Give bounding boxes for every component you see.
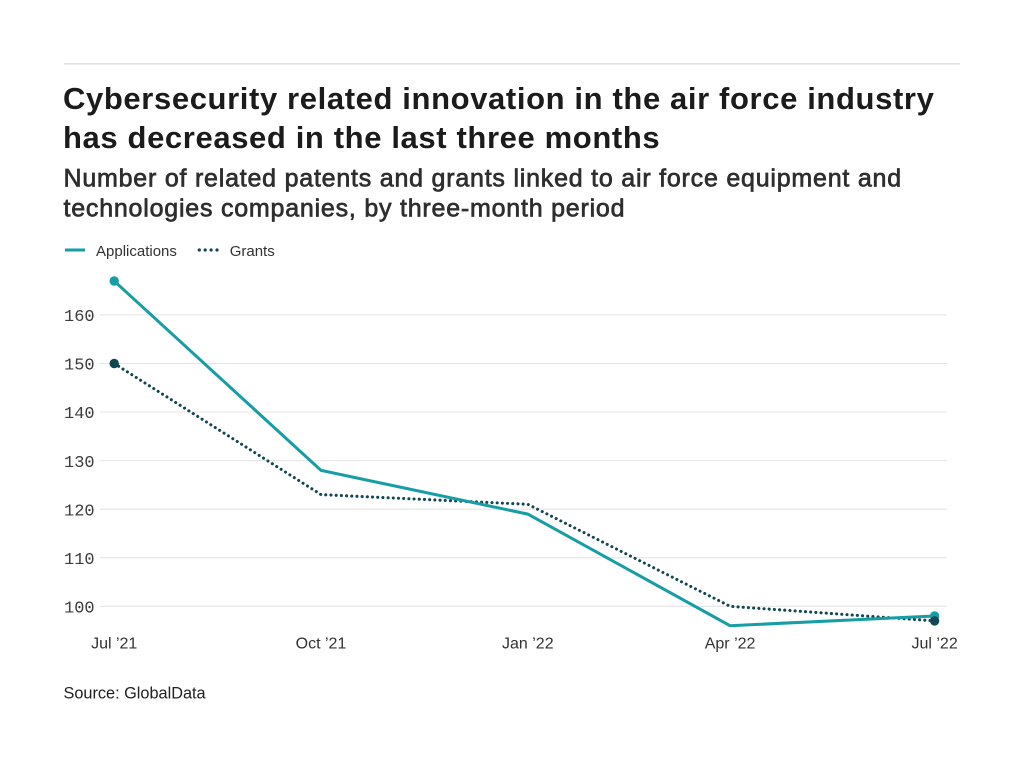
svg-text:has decreased in the last thre: has decreased in the last three months — [63, 120, 660, 155]
svg-text:Oct ’21: Oct ’21 — [296, 636, 347, 653]
svg-text:140: 140 — [64, 405, 95, 424]
svg-text:Apr ’22: Apr ’22 — [705, 636, 756, 653]
svg-text:Jul ’21: Jul ’21 — [91, 636, 137, 653]
svg-text:Jan ’22: Jan ’22 — [502, 636, 554, 653]
svg-text:160: 160 — [64, 308, 95, 327]
svg-text:150: 150 — [64, 357, 95, 376]
svg-text:technologies companies, by thr: technologies companies, by three-month p… — [64, 195, 626, 223]
svg-text:100: 100 — [64, 600, 95, 619]
svg-text:Applications: Applications — [96, 243, 177, 260]
svg-text:110: 110 — [64, 551, 95, 570]
svg-text:130: 130 — [64, 454, 95, 473]
svg-text:Grants: Grants — [230, 243, 275, 260]
svg-text:Jul ’22: Jul ’22 — [911, 636, 957, 653]
svg-text:Source: GlobalData: Source: GlobalData — [64, 685, 207, 703]
svg-text:Cybersecurity related innovati: Cybersecurity related innovation in the … — [63, 81, 935, 116]
svg-text:120: 120 — [64, 502, 95, 521]
svg-text:Number of related patents and: Number of related patents and grants lin… — [64, 164, 902, 192]
